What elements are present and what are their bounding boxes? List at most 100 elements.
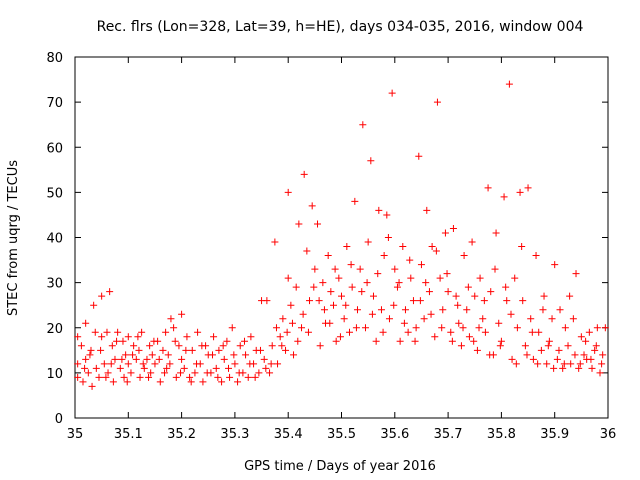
- data-point: [183, 333, 191, 341]
- data-point: [77, 342, 85, 350]
- data-point: [556, 306, 564, 314]
- data-point: [82, 355, 90, 363]
- x-tick-label: 36: [600, 427, 617, 442]
- data-point: [304, 328, 312, 336]
- data-point: [540, 292, 548, 300]
- data-point: [175, 342, 183, 350]
- data-point: [186, 373, 194, 381]
- data-point: [406, 256, 414, 264]
- data-point: [132, 355, 140, 363]
- data-point: [74, 373, 82, 381]
- y-tick-label: 20: [46, 322, 63, 337]
- data-point: [130, 342, 138, 350]
- data-point: [512, 360, 520, 368]
- data-point: [601, 324, 609, 332]
- data-point: [492, 229, 500, 237]
- data-point: [575, 364, 583, 372]
- data-point: [123, 378, 131, 386]
- data-point: [411, 337, 419, 345]
- data-point: [503, 297, 511, 305]
- data-point: [409, 297, 417, 305]
- data-point: [320, 306, 328, 314]
- data-point: [90, 301, 98, 309]
- data-point: [340, 315, 348, 323]
- data-point: [567, 360, 575, 368]
- data-point: [500, 193, 508, 201]
- data-point: [84, 369, 92, 377]
- data-point: [226, 373, 234, 381]
- data-point: [535, 328, 543, 336]
- data-point: [220, 355, 228, 363]
- data-point: [81, 364, 89, 372]
- data-point: [316, 342, 324, 350]
- data-point: [480, 297, 488, 305]
- data-point: [171, 337, 179, 345]
- data-point: [266, 369, 274, 377]
- data-point: [235, 369, 243, 377]
- data-point: [513, 324, 521, 332]
- data-point: [295, 220, 303, 228]
- data-point: [212, 364, 220, 372]
- data-point: [306, 297, 314, 305]
- data-point: [385, 315, 393, 323]
- data-point: [210, 333, 218, 341]
- data-point: [596, 369, 604, 377]
- data-point: [335, 274, 343, 282]
- data-point: [326, 319, 334, 327]
- data-point: [103, 328, 111, 336]
- data-point: [379, 328, 387, 336]
- data-point: [87, 346, 95, 354]
- data-point: [260, 355, 268, 363]
- data-point: [287, 301, 295, 309]
- data-point: [97, 346, 105, 354]
- data-point: [415, 152, 423, 160]
- data-point: [223, 337, 231, 345]
- data-point: [433, 98, 441, 106]
- data-point: [428, 243, 436, 251]
- data-point: [124, 360, 132, 368]
- data-point: [166, 360, 174, 368]
- data-point: [401, 306, 409, 314]
- data-point: [572, 270, 580, 278]
- data-point: [100, 360, 108, 368]
- data-point: [511, 274, 519, 282]
- data-point: [380, 252, 388, 260]
- data-point: [431, 333, 439, 341]
- data-point: [571, 351, 579, 359]
- data-point: [218, 378, 226, 386]
- data-point: [432, 247, 440, 255]
- data-point: [150, 337, 158, 345]
- data-point: [193, 360, 201, 368]
- y-tick-label: 80: [46, 51, 63, 66]
- data-point: [86, 351, 94, 359]
- data-point: [439, 306, 447, 314]
- data-point: [491, 265, 499, 273]
- chart-title: Rec. flrs (Lon=328, Lat=39, h=HE), days …: [97, 19, 584, 35]
- data-point: [263, 297, 271, 305]
- data-point: [242, 351, 250, 359]
- x-axis-label: GPS time / Days of year 2016: [244, 459, 436, 474]
- data-point: [372, 337, 380, 345]
- data-point: [363, 279, 371, 287]
- data-point: [407, 274, 415, 282]
- data-point: [219, 342, 227, 350]
- data-point: [308, 202, 316, 210]
- data-point: [463, 306, 471, 314]
- data-point: [268, 342, 276, 350]
- data-point: [114, 328, 122, 336]
- data-point: [369, 292, 377, 300]
- data-point: [395, 279, 403, 287]
- data-point: [182, 346, 190, 354]
- data-point: [294, 337, 302, 345]
- data-point: [505, 80, 513, 88]
- data-point: [399, 243, 407, 251]
- data-point: [271, 238, 279, 246]
- data-point: [127, 369, 135, 377]
- data-point: [388, 89, 396, 97]
- data-point: [162, 328, 170, 336]
- data-point: [240, 337, 248, 345]
- y-tick-label: 60: [46, 141, 63, 156]
- data-point: [198, 342, 206, 350]
- data-point: [532, 252, 540, 260]
